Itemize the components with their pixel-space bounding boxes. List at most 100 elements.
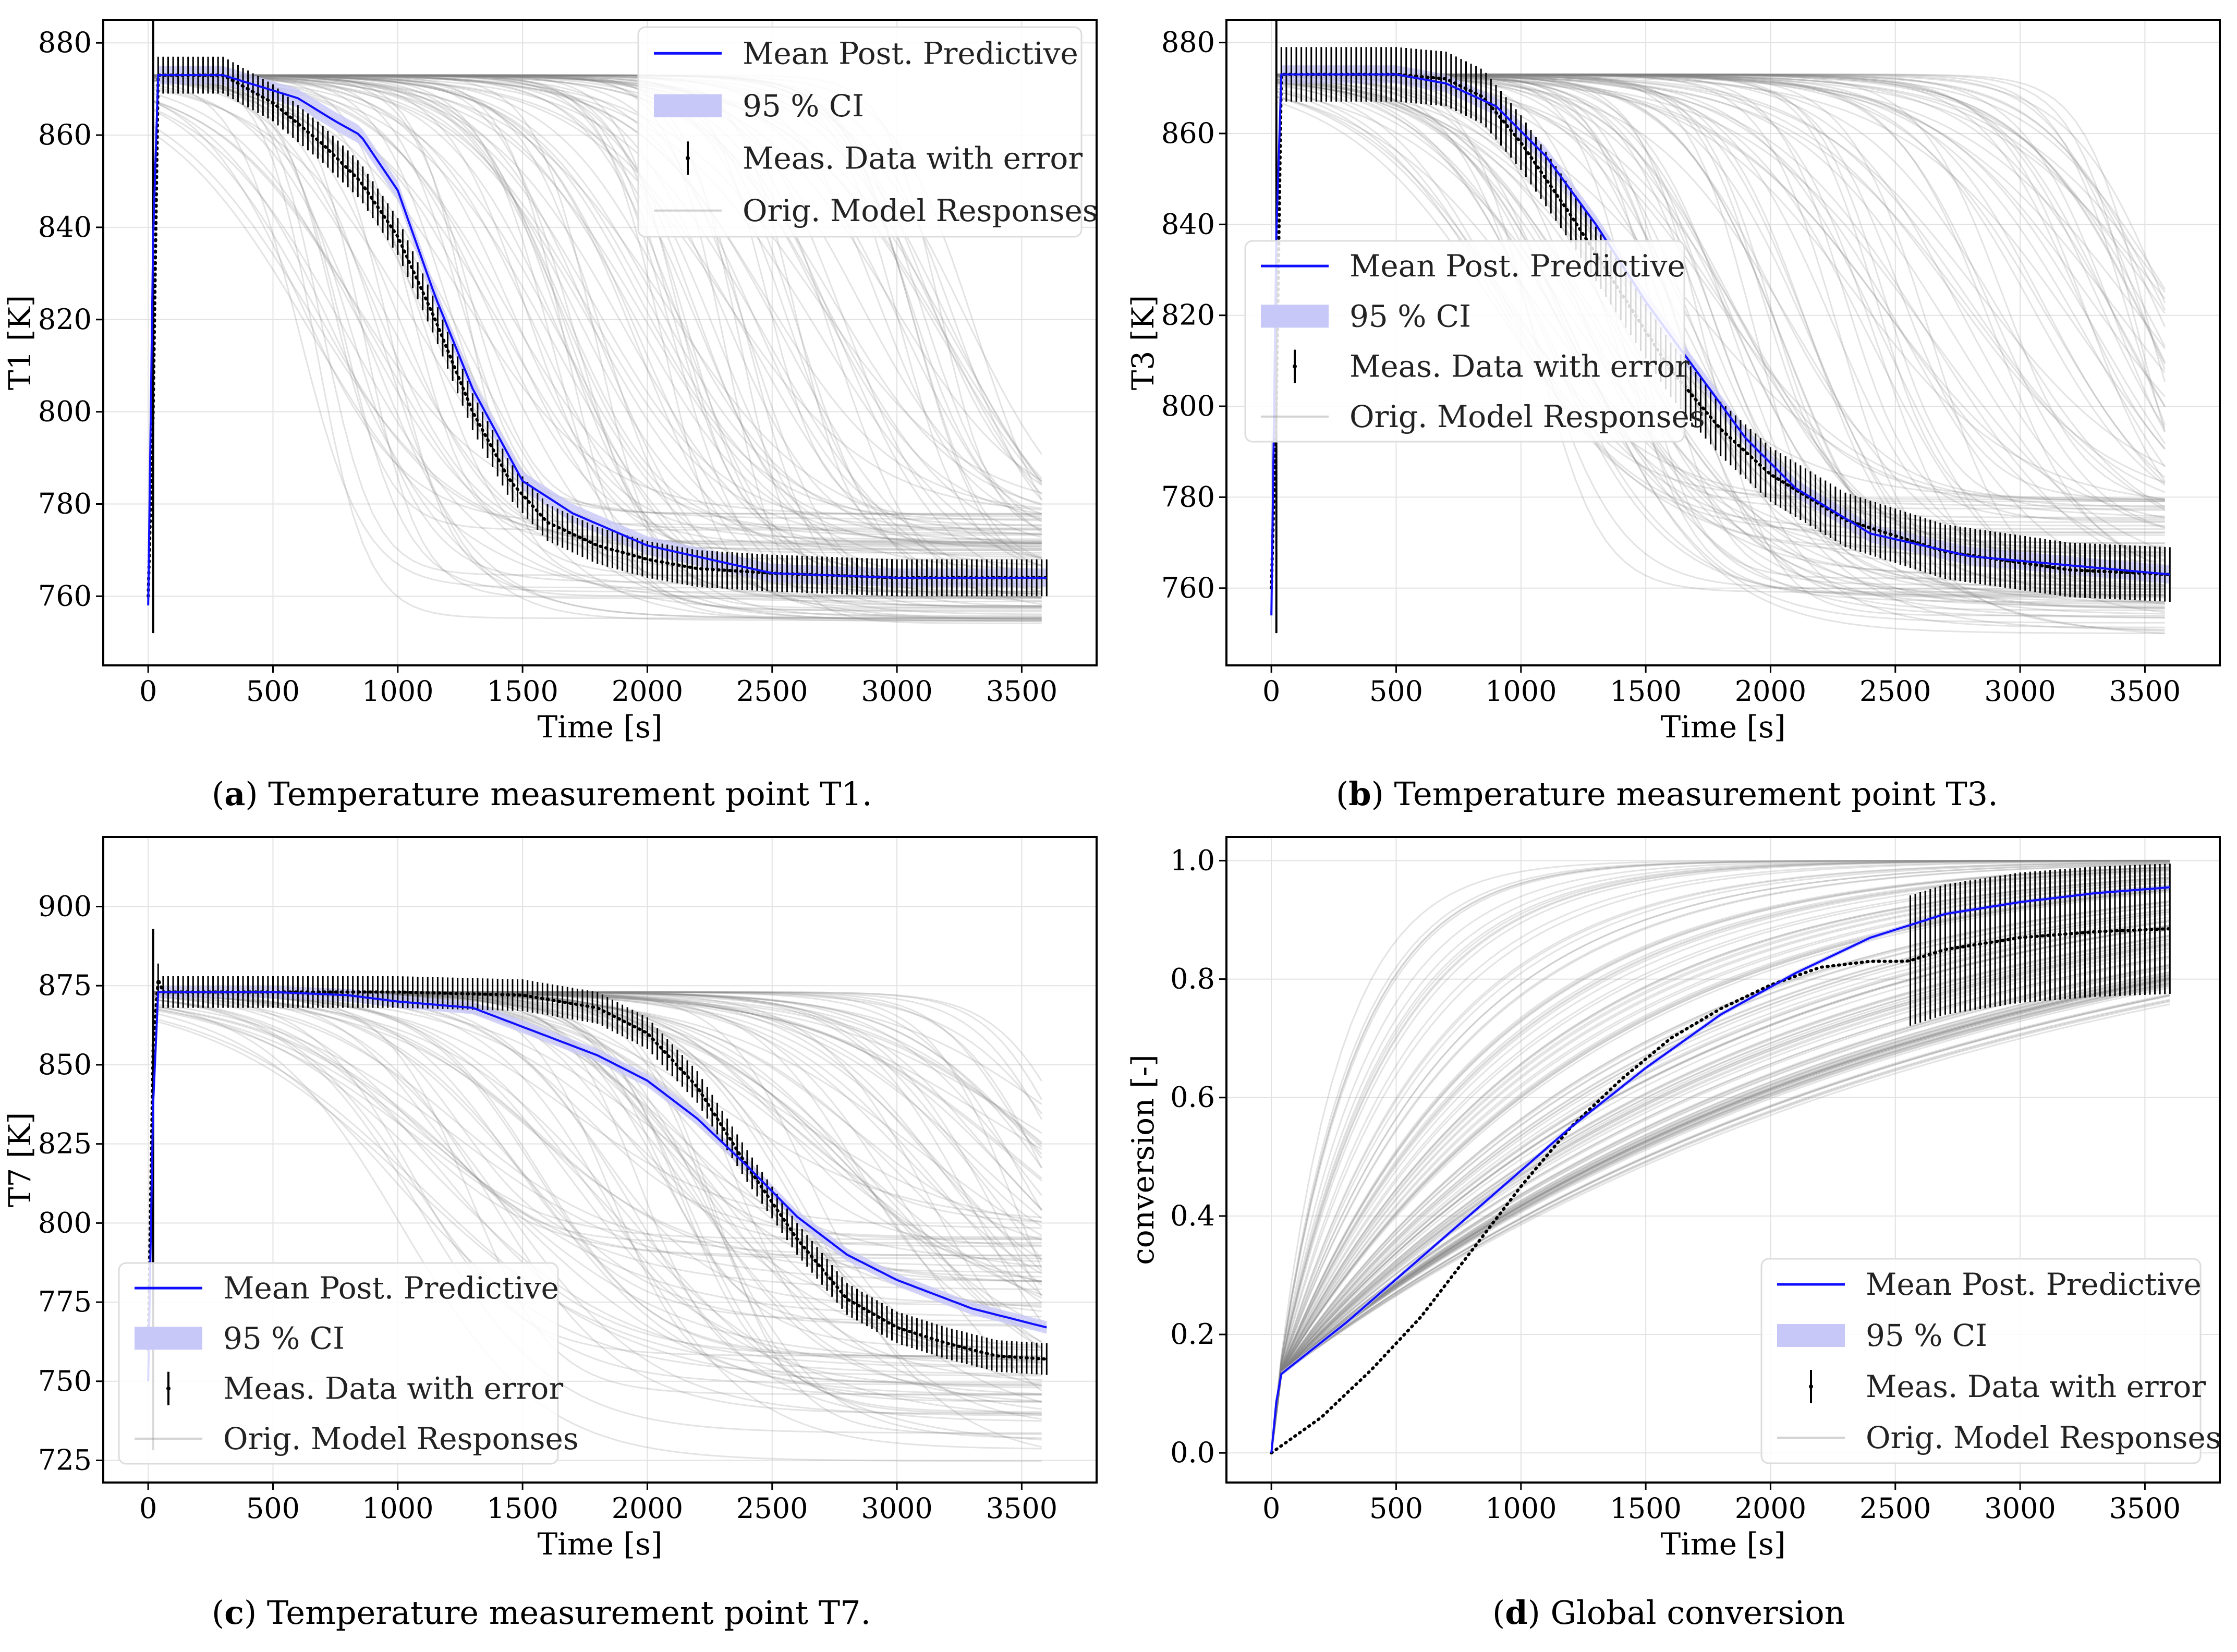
model-response-line [153, 74, 1042, 624]
legend-box [1760, 1258, 2202, 1464]
model-response-line [153, 995, 1042, 1416]
legend-meas-label: Meas. Data with error [223, 1371, 563, 1406]
model-response-line [1276, 74, 2165, 593]
model-response-line [1270, 859, 2170, 1453]
x-axis-label: Time [s] [1660, 709, 1785, 745]
legend: Mean Post. Predictive 95 % CI Meas. Data w… [1760, 1258, 2221, 1464]
axes-frame [1225, 836, 2221, 1484]
model-response-line [1270, 861, 2170, 1453]
model-response-line [1270, 859, 2170, 1453]
model-response-line [1276, 96, 2165, 507]
model-response-line [153, 1006, 1042, 1361]
x-tick-label: 2000 [612, 675, 683, 708]
axes-frame [102, 836, 1098, 1484]
x-tick-label: 1000 [362, 1492, 433, 1525]
model-response-line [1270, 864, 2170, 1453]
model-response-line [153, 100, 1042, 613]
x-tick-label: 3500 [2109, 675, 2181, 708]
model-response-line [1270, 977, 2170, 1453]
model-response-line [153, 999, 1042, 1386]
legend-meas-label: Meas. Data with error [1350, 349, 1689, 384]
model-response-line [153, 993, 1042, 1357]
model-response-line [153, 1019, 1042, 1375]
model-response-line [1270, 993, 2170, 1453]
y-tick-label: 860 [38, 118, 92, 151]
model-response-line [1270, 1001, 2170, 1453]
model-response-line [153, 74, 1042, 611]
model-response-line [153, 997, 1042, 1257]
x-tick-label: 2500 [736, 1492, 808, 1525]
legend-ci-swatch [135, 1327, 202, 1350]
model-response-line [153, 74, 1042, 609]
model-response-line [153, 993, 1042, 1273]
model-response-line [153, 74, 1042, 558]
model-response-line [1270, 976, 2170, 1453]
model-response-line [1270, 999, 2170, 1453]
model-response-line [153, 77, 1042, 621]
model-response-line [1270, 860, 2170, 1453]
model-response-line [1270, 982, 2170, 1453]
y-tick-label: 860 [1161, 117, 1215, 150]
y-tick-label: 775 [38, 1285, 92, 1318]
model-response-line [153, 992, 1042, 1367]
model-response-line [1270, 860, 2170, 1453]
x-tick-label: 500 [1369, 1492, 1423, 1525]
model-response-line [153, 74, 1042, 581]
model-response-line [153, 74, 1042, 598]
ticks: 0 500 1000 1500 2000 2500 3000 3500 725 750 775 800… [38, 890, 1057, 1525]
model-response-line [153, 74, 1042, 482]
model-response-line [1270, 978, 2170, 1453]
legend-meas-dot [1293, 364, 1297, 369]
model-response-line [1270, 987, 2170, 1453]
y-axis-label: conversion [-] [1125, 1054, 1161, 1265]
model-response-line [153, 101, 1042, 620]
model-response-line [1270, 980, 2170, 1453]
y-tick-label: 780 [38, 488, 92, 520]
model-response-line [153, 74, 1042, 533]
x-tick-label: 1000 [362, 675, 433, 708]
legend-orig-label: Orig. Model Responses [223, 1421, 579, 1456]
legend-orig-label: Orig. Model Responses [1866, 1420, 2221, 1455]
model-response-line [153, 74, 1042, 590]
model-response-line [1276, 84, 2165, 618]
x-tick-label: 0 [1262, 1492, 1280, 1525]
x-tick-label: 1500 [1610, 675, 1681, 708]
x-tick-label: 1000 [1485, 675, 1557, 708]
y-tick-label: 880 [38, 26, 92, 59]
model-response-line [153, 74, 1042, 520]
measured-line [1270, 72, 2172, 590]
model-response-line [153, 74, 1042, 599]
model-response-line [1270, 994, 2170, 1453]
model-response-line [1276, 76, 2165, 596]
model-response-line [1276, 78, 2165, 547]
model-response-line [153, 1009, 1042, 1290]
x-tick-label: 500 [246, 675, 300, 708]
model-response-line [153, 74, 1042, 543]
chart-panel-a: 0 500 1000 1500 2000 2500 3000 3500 760 780 800 820… [2, 19, 1098, 745]
x-tick-label: 1500 [487, 1492, 558, 1525]
model-response-line [153, 993, 1042, 1267]
legend-mean-label: Mean Post. Predictive [1350, 248, 1685, 284]
model-response-line [1276, 82, 2165, 576]
model-response-line [153, 75, 1042, 599]
y-tick-label: 0.0 [1170, 1436, 1215, 1469]
y-tick-label: 880 [1161, 26, 1215, 59]
mean-post-predictive-line [147, 991, 1047, 1381]
model-response-line [153, 75, 1042, 511]
y-tick-label: 725 [38, 1444, 92, 1477]
model-response-line [153, 74, 1042, 618]
model-response-line [1270, 994, 2170, 1453]
y-tick-label: 0.6 [1170, 1081, 1215, 1114]
model-response-line [153, 992, 1042, 1322]
model-response-line [1270, 995, 2170, 1453]
model-response-line [1270, 979, 2170, 1453]
caption-d: (d) Global conversion [1492, 1594, 1845, 1632]
model-response-line [153, 108, 1042, 603]
model-response-line [153, 1007, 1042, 1368]
model-response-line [153, 75, 1042, 620]
model-response-line [1270, 863, 2170, 1453]
model-response-line [153, 74, 1042, 515]
legend-ci-label: 95 % CI [1350, 298, 1471, 334]
model-response-line [153, 74, 1042, 483]
axes-frame [1225, 19, 2221, 666]
